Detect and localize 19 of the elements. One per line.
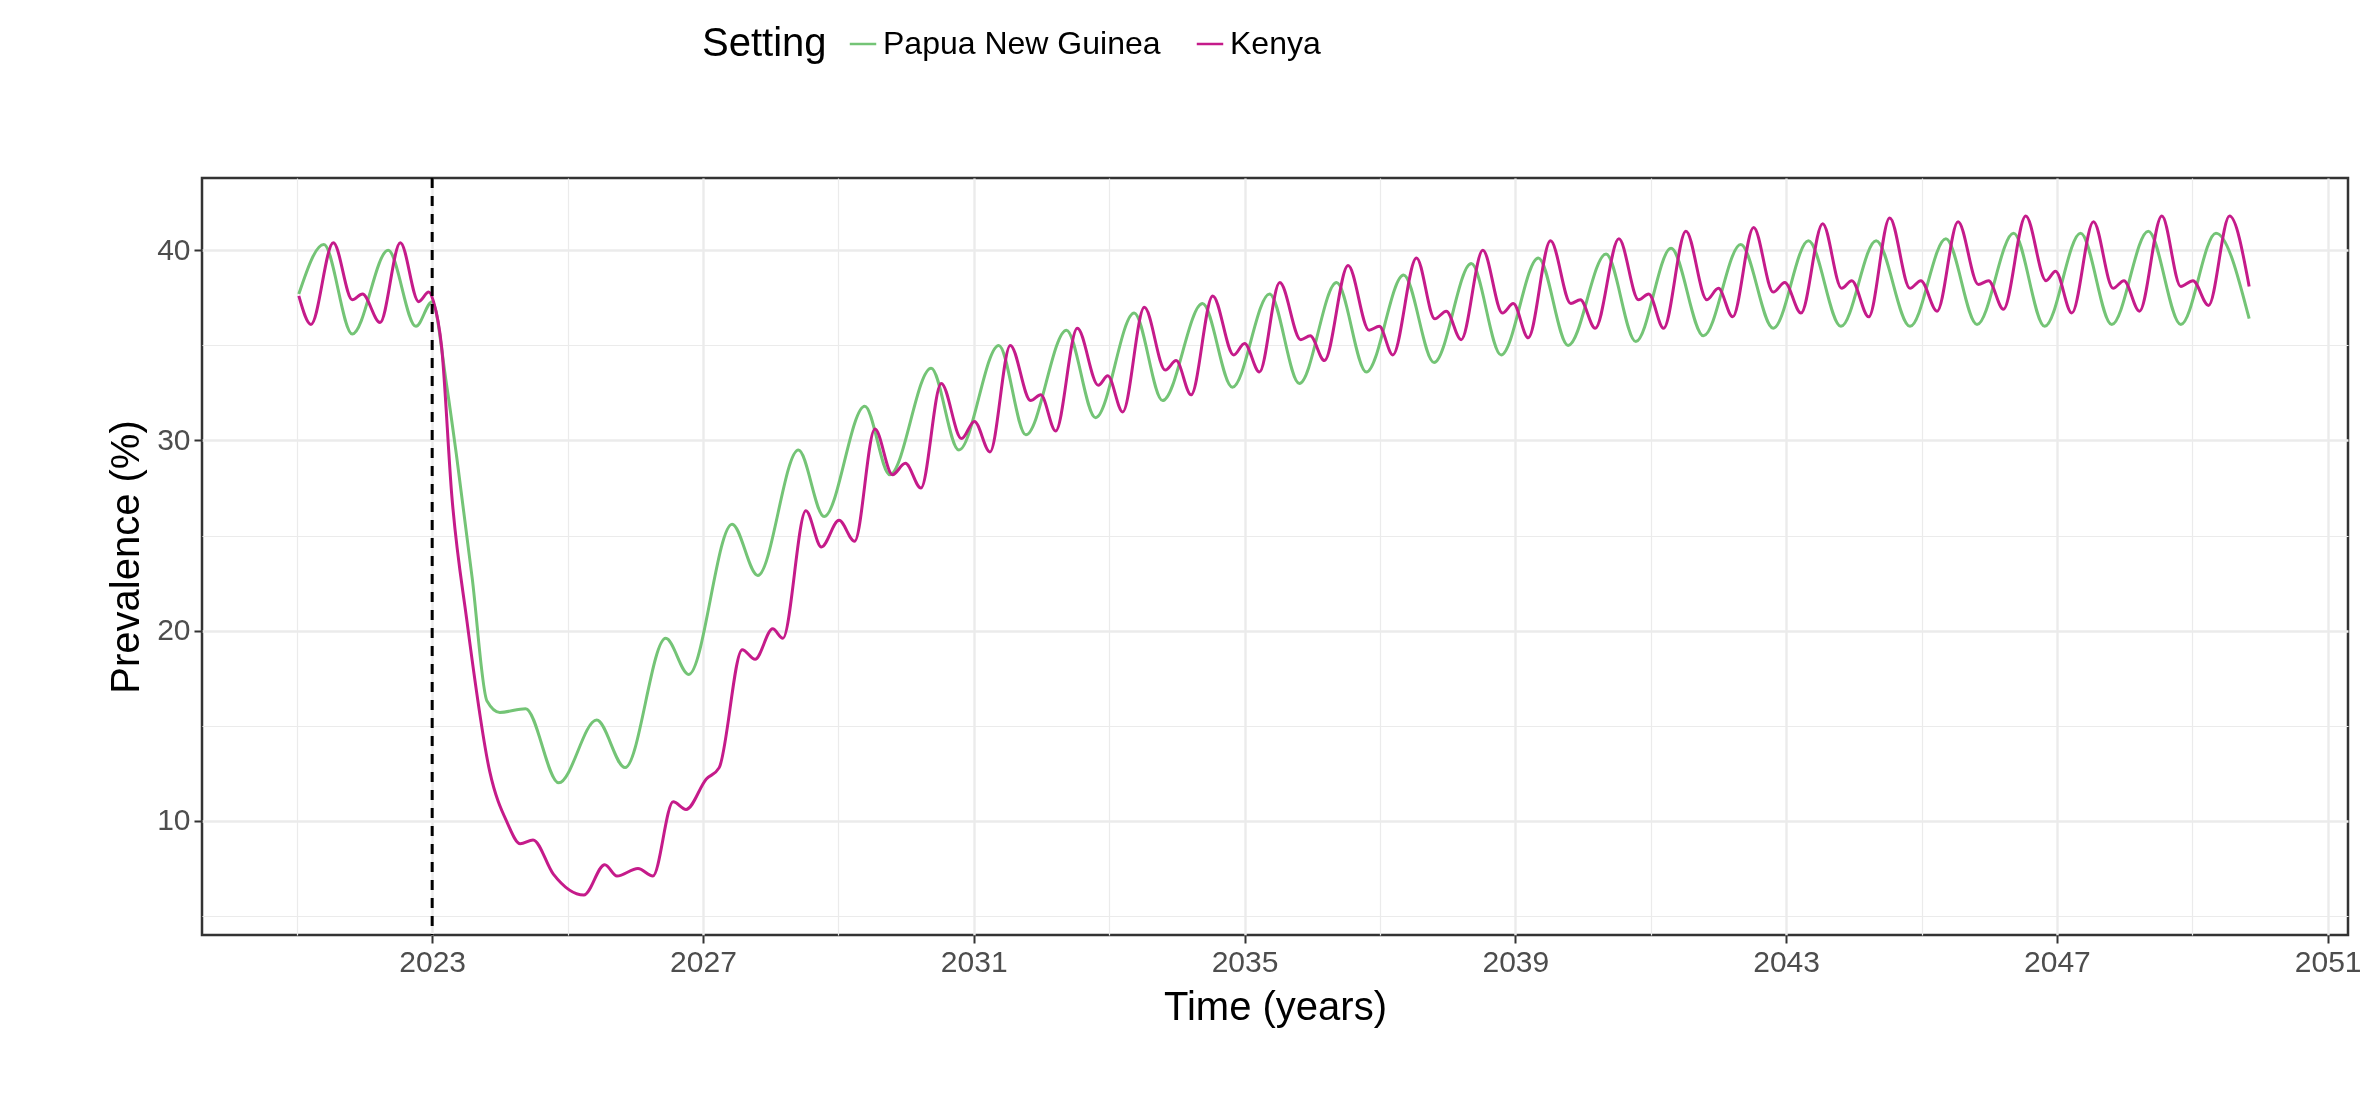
legend-title: Setting [702,20,827,64]
y-tick-label: 40 [157,232,191,266]
x-tick-label: 2035 [1211,944,1279,978]
line-series [297,229,2251,785]
x-axis-title: Time (years) [1164,983,1387,1028]
x-tick-label: 2047 [2024,944,2091,978]
legend-label: Papua New Guinea [883,25,1161,61]
x-tick-label: 2027 [670,944,737,978]
x-tick-label: 2051 [2294,944,2362,978]
y-tick-label: 30 [157,422,191,456]
y-axis-title: Prevalence (%) [103,420,148,694]
y-tick-label: 20 [157,613,191,647]
legend-label: Kenya [1230,25,1321,61]
y-tick-label: 10 [157,803,191,837]
x-tick-label: 2023 [399,944,467,978]
x-tick-label: 2043 [1753,944,1820,978]
x-tick-label: 2039 [1482,944,1550,978]
line-series [297,214,2251,897]
x-tick-label: 2031 [940,944,1008,978]
